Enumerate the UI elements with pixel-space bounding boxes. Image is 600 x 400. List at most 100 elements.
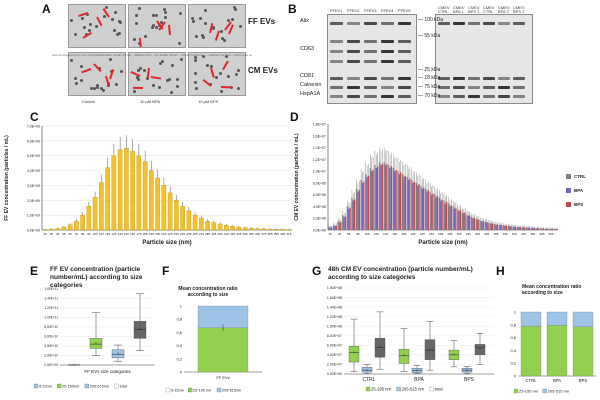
legend-swatch <box>114 383 119 389</box>
bar-bps <box>436 195 439 230</box>
bar-ctrl <box>337 221 339 230</box>
blot-band <box>347 86 360 89</box>
chart-c: 0,0E+00 1,0E+09 2,0E+09 3,0E+09 4,0E+09 5,0E+… <box>4 125 292 246</box>
blot-band <box>330 77 343 80</box>
cm-evs-label: CM EVs <box>248 66 278 75</box>
kda-marker: — 75 kDa <box>418 84 441 90</box>
blot-band <box>330 86 343 89</box>
y-tick-label: 0,6 <box>176 330 182 335</box>
bar-bps <box>390 166 393 230</box>
bar-ctrl <box>406 177 408 230</box>
legend-swatch <box>429 386 434 392</box>
legend-label: 5-15nm <box>171 389 184 393</box>
vesicle-dot <box>152 13 156 17</box>
lane-label-right: CMEV CTRL <box>438 5 450 14</box>
vesicle-dot <box>74 76 78 80</box>
vesicle-dot <box>232 6 236 10</box>
panel-d-letter: D <box>290 110 299 124</box>
x-tick-label: BPA <box>414 377 424 383</box>
bar-bpa <box>440 200 442 230</box>
bar-bpa <box>329 227 332 230</box>
vesicle-dot <box>136 75 140 79</box>
blot-band <box>381 77 394 80</box>
box-ctrl-mean: × <box>366 368 368 372</box>
bar-bps <box>533 227 535 230</box>
red-arrow <box>138 37 142 47</box>
vesicle-dot <box>81 17 85 21</box>
legend-label: 205-515 nm <box>402 387 425 392</box>
vesicle-dot <box>115 83 119 87</box>
x-tick-label: 25 <box>43 232 47 236</box>
vesicle-dot <box>159 20 163 24</box>
red-arrow <box>167 25 171 36</box>
bar-ctrl <box>447 203 450 230</box>
vesicle-dot <box>99 87 103 91</box>
x-axis-title: Particle size (nm) <box>418 240 467 246</box>
x-tick-label: 105 <box>365 232 370 236</box>
vesicle-dot <box>193 71 197 75</box>
legend-swatch <box>165 387 171 393</box>
bar-ctrl <box>374 165 376 230</box>
vesicle-dot <box>192 20 196 24</box>
bar-ctrl <box>365 174 367 230</box>
blot-band <box>398 22 411 25</box>
lane-label-left: FFEV1 <box>330 8 343 13</box>
bar-bps <box>372 169 374 230</box>
bar-bps <box>432 193 434 230</box>
bar-bps <box>446 201 448 230</box>
blot-band <box>498 77 510 80</box>
x-tick-label: 205 <box>411 232 416 236</box>
bar-ctrl <box>503 225 505 230</box>
x-tick-label: 245 <box>180 232 185 236</box>
vesicle-dot <box>204 8 208 12</box>
bar-ctrl <box>424 188 427 230</box>
vesicle-dot <box>158 61 162 65</box>
y-tick-label: 1,0E+07 <box>313 170 326 174</box>
bar-bpa <box>380 165 382 230</box>
blot-band <box>468 86 480 89</box>
vesicle-dot <box>236 86 240 90</box>
blot-band <box>364 22 377 25</box>
lane-label-left: FFEV5 <box>398 8 411 13</box>
vesicle-dot <box>110 18 114 22</box>
x-tick-label: 135 <box>111 232 116 236</box>
x-tick-label: 145 <box>383 232 388 236</box>
bar-bps <box>349 207 351 230</box>
vesicle-dot <box>194 81 198 85</box>
y-tick-label: 1,0E+09 <box>27 214 40 218</box>
x-tick-label: 85 <box>81 232 85 236</box>
x-tick-label: 355 <box>249 232 254 236</box>
bar-bpa <box>472 218 474 230</box>
bar-bpa <box>513 226 516 230</box>
bar-bpa <box>495 224 497 230</box>
vesicle-dot <box>133 89 136 93</box>
bar-ctrl <box>470 217 473 230</box>
red-arrow <box>221 86 232 89</box>
y-tick-label: 1,4E+07 <box>313 146 326 150</box>
vesicle-dot <box>194 56 198 60</box>
bar-bpa <box>403 177 405 230</box>
bar-bps <box>459 209 462 230</box>
blot-band <box>381 86 394 89</box>
x-tick-label: 485 <box>539 232 544 236</box>
blot-left <box>327 14 417 104</box>
y-axis-title: CM EV concentration (particles / mL) <box>294 133 300 221</box>
bar-bpa <box>426 191 428 230</box>
bar-bpa <box>467 215 470 230</box>
bar-bpa <box>476 219 479 230</box>
legend-label: total <box>435 387 443 392</box>
bar <box>49 228 54 231</box>
bar <box>142 161 148 231</box>
bar-ctrl <box>484 221 487 230</box>
x-axis-title: Particle size (nm) <box>142 240 191 246</box>
blot-band <box>513 77 525 80</box>
box-bpa-mean: × <box>403 353 405 357</box>
bar-bps <box>538 228 540 230</box>
bar <box>105 167 110 231</box>
stacked-segment <box>546 311 568 326</box>
vesicle-dot <box>92 87 96 91</box>
vesicle-dot <box>152 24 156 28</box>
y-tick-label: 0,6 <box>510 335 516 340</box>
x-tick-label: 385 <box>493 232 498 236</box>
lane-label-left: FFEV4 <box>381 8 394 13</box>
